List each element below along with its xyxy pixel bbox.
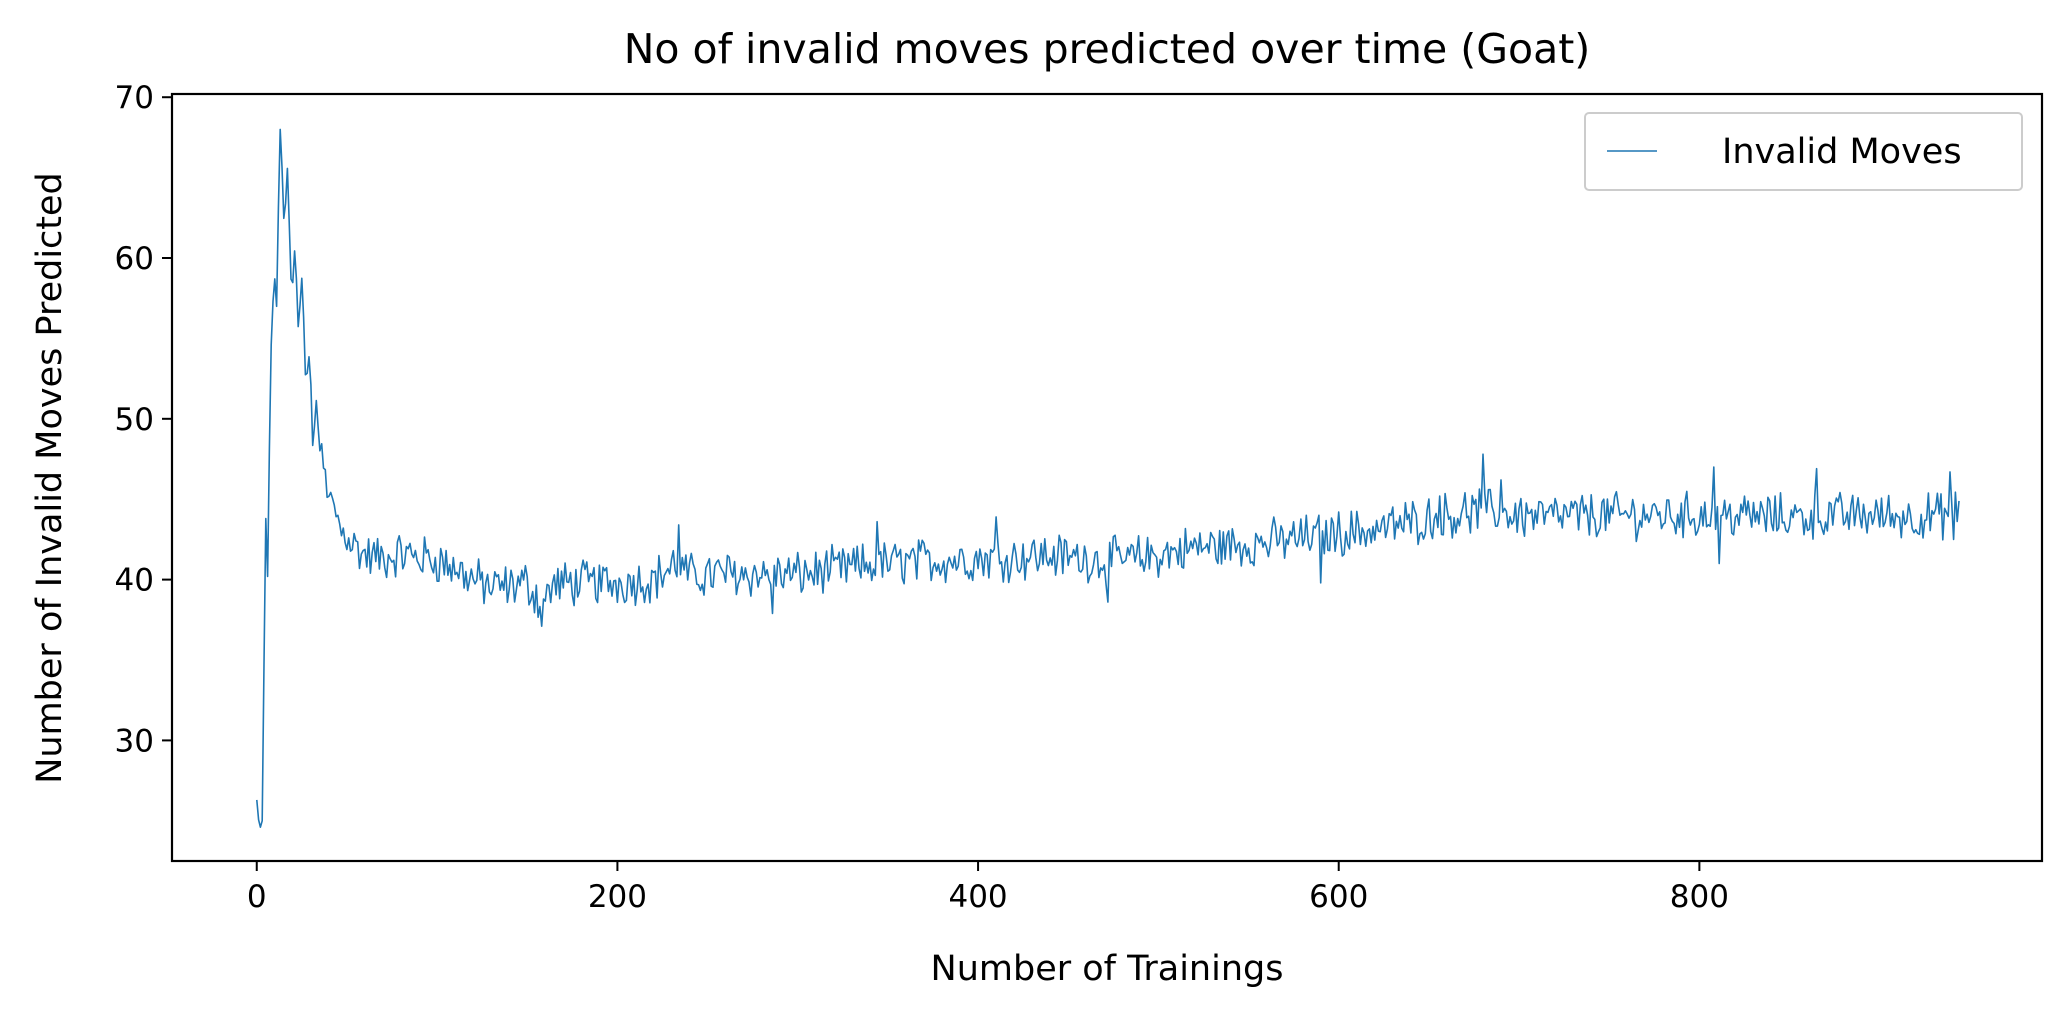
x-tick-label: 0 — [247, 879, 267, 915]
x-tick-label: 200 — [588, 879, 647, 915]
y-axis-title: Number of Invalid Moves Predicted — [30, 172, 70, 784]
x-tick-label: 400 — [948, 879, 1007, 915]
plot-area — [256, 128, 1960, 828]
x-axis-title: Number of Trainings — [931, 949, 1284, 989]
y-tick-label: 40 — [115, 563, 154, 599]
axes: 0 200 400 600 800 30 40 50 60 70 — [115, 80, 2044, 915]
axes-frame — [170, 92, 2044, 863]
legend-frame — [1584, 112, 2023, 191]
y-tick-label: 70 — [115, 80, 154, 116]
legend-label: Invalid Moves — [1722, 132, 1962, 172]
y-tick-label: 60 — [115, 241, 154, 277]
y-tick-label: 50 — [115, 402, 154, 438]
legend: Invalid Moves — [1584, 112, 2023, 191]
series-line-invalid-moves — [256, 128, 1960, 828]
chart-title: No of invalid moves predicted over time … — [624, 25, 1591, 73]
x-tick-label: 800 — [1670, 879, 1729, 915]
x-tick-label: 600 — [1309, 879, 1368, 915]
y-tick-label: 30 — [115, 723, 154, 759]
